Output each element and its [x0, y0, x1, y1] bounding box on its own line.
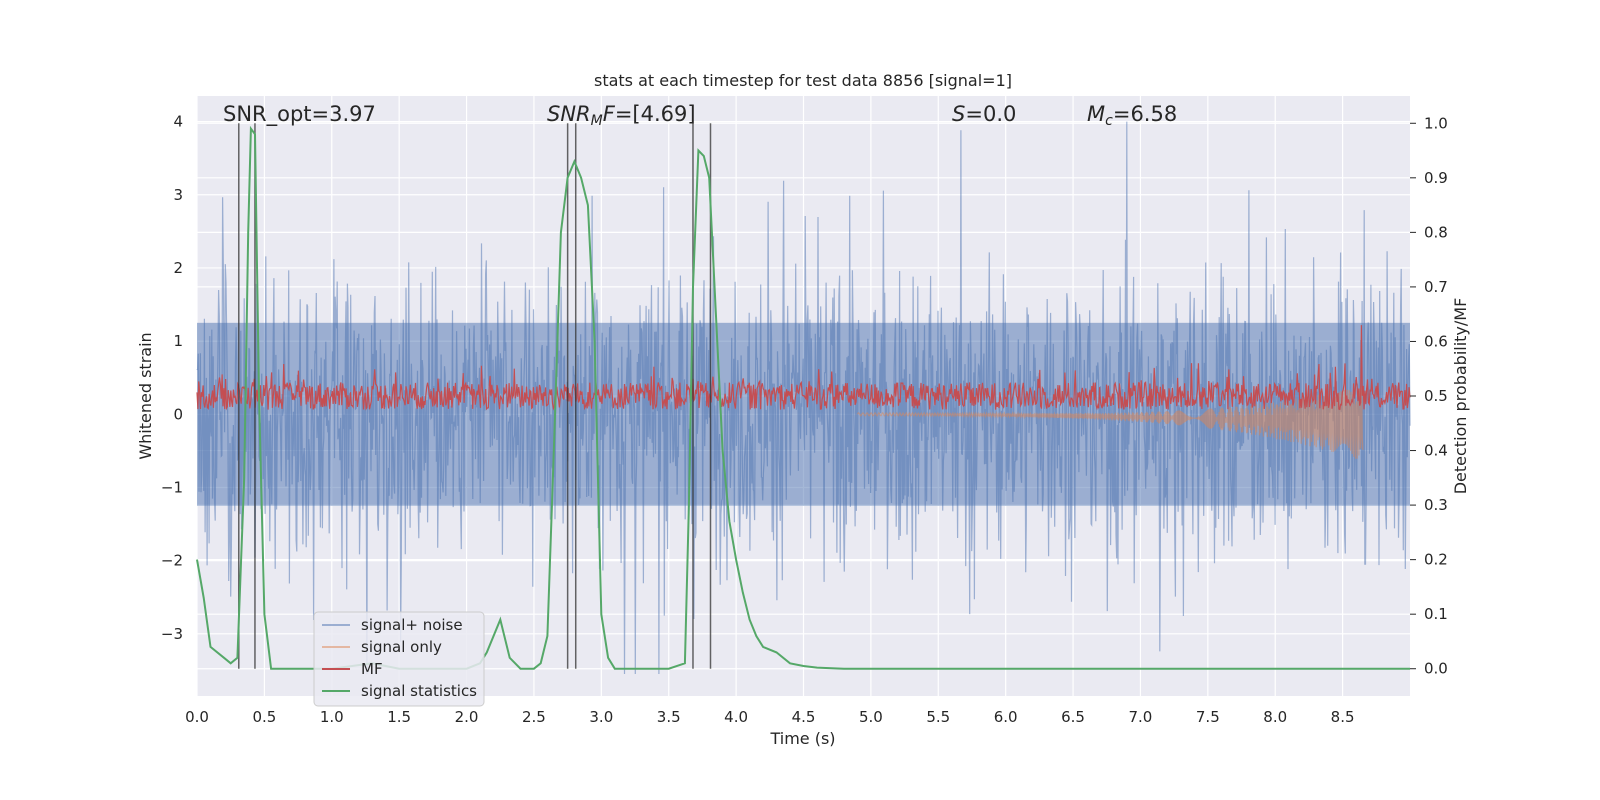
- annotation-snr-mf-prefix: SNR: [547, 102, 591, 126]
- annotation-snr-opt-prefix: SNR_opt=: [223, 102, 329, 127]
- y-left-tick-label: −3: [161, 625, 183, 643]
- legend: signal+ noise signal only MF signal stat…: [313, 611, 485, 707]
- x-tick-label: 6.0: [994, 708, 1018, 726]
- annotation-snr-mf-sub: M: [591, 113, 603, 129]
- annotation-mc-prefix: M: [1087, 102, 1105, 126]
- x-tick-label: 3.5: [657, 708, 681, 726]
- annotation-mc-value: 6.58: [1130, 102, 1177, 126]
- legend-box: [313, 611, 485, 707]
- x-tick-label: 1.0: [320, 708, 344, 726]
- y-left-tick-label: 0: [173, 405, 183, 423]
- y-left-tick-label: 3: [173, 186, 183, 204]
- legend-label-signal-noise: signal+ noise: [361, 616, 463, 634]
- y-axis-right-label: Detection probability/MF: [1451, 298, 1470, 495]
- x-tick-label: 0.0: [185, 708, 209, 726]
- y-right-tick-label: 0.1: [1424, 605, 1448, 623]
- y-axis-right-ticks: 1.0 0.9 0.8 0.7 0.6 0.5 0.4 0.3 0.2 0.1 0.0: [1410, 114, 1448, 678]
- annotation-mc-sub: c: [1105, 113, 1113, 129]
- x-tick-label: 3.0: [589, 708, 613, 726]
- annotation-snr-mf: SNRMF=[4.69]: [547, 102, 696, 129]
- y-left-tick-label: −1: [161, 478, 183, 496]
- y-right-tick-label: 0.0: [1424, 660, 1448, 678]
- y-left-tick-label: 2: [173, 259, 183, 277]
- mf-trace: [196, 325, 1411, 411]
- annotation-s: S=0.0: [952, 102, 1016, 126]
- x-tick-label: 8.5: [1331, 708, 1355, 726]
- x-tick-label: 8.0: [1263, 708, 1287, 726]
- x-tick-label: 2.0: [455, 708, 479, 726]
- y-left-tick-label: 1: [173, 332, 183, 350]
- x-tick-label: 0.5: [252, 708, 276, 726]
- annotation-snr-mf-value: [4.69]: [632, 102, 695, 126]
- x-axis-label: Time (s): [769, 729, 835, 748]
- legend-label-signal-only: signal only: [361, 638, 442, 656]
- annotation-snr-opt: SNR_opt=3.97: [223, 102, 376, 127]
- x-tick-label: 7.5: [1196, 708, 1220, 726]
- annotation-s-suffix: =: [965, 102, 983, 126]
- y-axis-left-ticks: 4 3 2 1 0 −1 −2 −3: [161, 113, 183, 643]
- y-right-tick-label: 0.6: [1424, 332, 1448, 350]
- annotation-s-value: 0.0: [983, 102, 1016, 126]
- legend-label-signal-statistics: signal statistics: [361, 682, 477, 700]
- legend-label-mf: MF: [361, 660, 383, 678]
- chart-title: stats at each timestep for test data 885…: [594, 71, 1012, 90]
- annotation-snr-opt-value: 3.97: [329, 102, 376, 126]
- y-right-tick-label: 0.8: [1424, 223, 1448, 241]
- signal-only-trace: [856, 385, 1364, 459]
- y-right-tick-label: 0.5: [1424, 387, 1448, 405]
- signal-statistics-line: [196, 125, 1410, 670]
- annotation-s-prefix: S: [952, 102, 965, 126]
- annotation-mc: Mc=6.58: [1087, 102, 1177, 129]
- annotation-snr-mf-suffix: F=: [603, 102, 633, 126]
- x-tick-label: 7.0: [1129, 708, 1153, 726]
- x-tick-label: 2.5: [522, 708, 546, 726]
- annotation-mc-suffix: =: [1113, 102, 1131, 126]
- series-signal-statistics: [196, 125, 1410, 670]
- y-left-tick-label: 4: [173, 113, 183, 131]
- y-right-tick-label: 1.0: [1424, 114, 1448, 132]
- x-tick-label: 4.5: [792, 708, 816, 726]
- y-axis-left-label: Whitened strain: [136, 332, 155, 459]
- y-left-tick-label: −2: [161, 552, 183, 570]
- y-right-tick-label: 0.2: [1424, 551, 1448, 569]
- series-signal-only: [856, 385, 1364, 459]
- x-tick-label: 6.5: [1061, 708, 1085, 726]
- x-tick-label: 5.5: [926, 708, 950, 726]
- y-right-tick-label: 0.3: [1424, 496, 1448, 514]
- x-tick-label: 1.5: [387, 708, 411, 726]
- y-right-tick-label: 0.4: [1424, 442, 1448, 460]
- y-right-tick-label: 0.9: [1424, 169, 1448, 187]
- y-right-tick-label: 0.7: [1424, 278, 1448, 296]
- x-axis-ticks: 0.0 0.5 1.0 1.5 2.0 2.5 3.0 3.5 4.0 4.5 5.0 5.5 6.0 6…: [185, 708, 1354, 726]
- x-tick-label: 4.0: [724, 708, 748, 726]
- vertical-markers: [238, 123, 712, 669]
- x-tick-label: 5.0: [859, 708, 883, 726]
- series-mf: [196, 325, 1411, 411]
